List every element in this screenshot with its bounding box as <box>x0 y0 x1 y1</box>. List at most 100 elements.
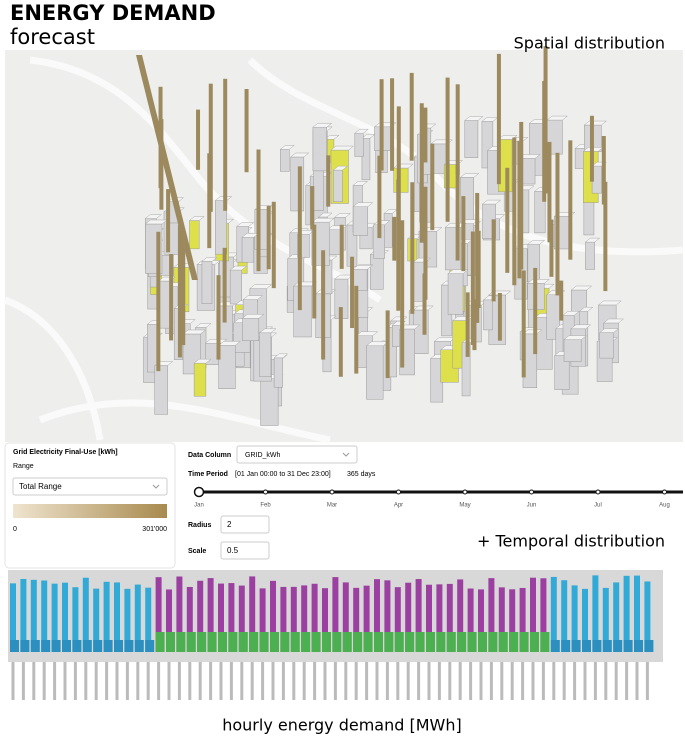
building <box>312 126 327 172</box>
stripe <box>124 588 131 652</box>
building <box>241 237 255 263</box>
stripe <box>218 583 224 652</box>
building <box>464 120 479 158</box>
building-roof <box>563 335 587 340</box>
stripe <box>582 588 588 652</box>
month-label: Jan <box>194 503 204 509</box>
stripe-base <box>467 632 477 652</box>
range-select[interactable] <box>12 477 168 496</box>
stripe-base <box>72 640 82 652</box>
building <box>154 365 168 415</box>
building-roof <box>481 199 502 205</box>
column <box>475 192 480 323</box>
stripe-base <box>394 632 404 652</box>
column <box>339 224 344 269</box>
stripe-base <box>322 632 331 652</box>
stripe-base <box>498 632 508 652</box>
stripe <box>384 580 391 652</box>
column <box>465 292 470 357</box>
column <box>549 219 554 277</box>
building <box>563 339 582 362</box>
building <box>447 273 464 315</box>
stripe-base <box>519 632 529 652</box>
slider-handle[interactable] <box>193 486 205 498</box>
stripe <box>186 586 193 652</box>
stripe <box>197 580 204 652</box>
stripe-base <box>644 640 654 652</box>
column <box>491 219 496 302</box>
column <box>312 224 317 319</box>
stripe <box>134 584 141 652</box>
radius-input[interactable] <box>220 515 270 534</box>
stripe <box>363 585 370 652</box>
column <box>166 189 171 253</box>
data-column-select[interactable] <box>236 445 358 464</box>
stripe <box>270 580 276 652</box>
building-roof <box>273 353 289 359</box>
stripe <box>238 585 245 652</box>
building <box>218 345 236 389</box>
stripe <box>519 587 526 652</box>
stripe-base <box>571 640 581 652</box>
stripe <box>405 582 412 652</box>
building-roof <box>527 239 546 245</box>
stripe <box>114 582 120 652</box>
month-label: Aug <box>659 503 670 509</box>
data-column-label: Data Column <box>188 452 231 459</box>
building-roof <box>317 212 333 218</box>
stripe-base <box>301 632 311 652</box>
building-roof <box>289 152 310 158</box>
stripe <box>280 586 287 652</box>
building-roof <box>182 329 207 335</box>
building-roof <box>546 115 569 121</box>
column <box>208 83 213 212</box>
building-roof <box>570 285 593 291</box>
stripe <box>634 575 640 652</box>
stripe-base <box>415 632 425 652</box>
stripe-base <box>103 640 113 652</box>
stripe <box>10 583 16 652</box>
stripe <box>332 577 339 652</box>
building-roof <box>526 279 550 284</box>
building-roof <box>193 358 212 364</box>
stripe <box>550 576 557 652</box>
spatial-label: Spatial distribution <box>514 34 665 53</box>
stripe <box>478 589 484 652</box>
column <box>603 181 608 292</box>
controls-panel: Data Column GRID_kWh Time Period [01 Jan… <box>180 443 683 568</box>
column <box>419 103 424 243</box>
building-roof <box>279 145 295 150</box>
building <box>193 362 207 397</box>
building-roof <box>144 214 163 219</box>
stripe-base <box>530 632 539 652</box>
stripe-base <box>114 640 123 652</box>
column <box>422 273 427 335</box>
subtitle: forecast <box>10 25 95 49</box>
building-roof <box>570 324 592 330</box>
stripe <box>436 584 443 652</box>
month-label: Mar <box>327 503 337 509</box>
building-roof <box>354 128 369 134</box>
stripe <box>176 576 183 652</box>
building <box>352 206 368 236</box>
column <box>423 257 428 300</box>
building <box>383 213 393 248</box>
scale-input[interactable] <box>220 541 270 560</box>
column <box>568 140 573 260</box>
stripe <box>394 587 401 652</box>
column <box>266 205 271 270</box>
stripe-base <box>478 632 487 652</box>
column <box>423 186 428 278</box>
column <box>297 166 302 311</box>
stripe-base <box>405 632 415 652</box>
stripe-base <box>290 632 300 652</box>
building-roof <box>258 328 277 334</box>
column <box>177 225 182 358</box>
column <box>181 232 186 346</box>
building <box>242 318 260 341</box>
building <box>599 332 614 359</box>
column <box>207 153 212 249</box>
stripe-base <box>602 640 612 652</box>
stripe <box>509 589 516 652</box>
stripe <box>290 586 297 652</box>
